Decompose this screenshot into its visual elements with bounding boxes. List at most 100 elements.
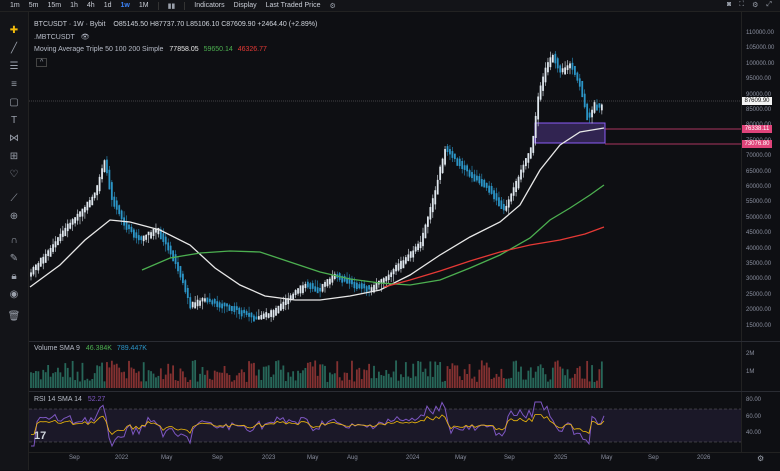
candle-body <box>525 158 527 167</box>
candle-body <box>529 147 532 159</box>
volume-bar <box>172 365 174 388</box>
candle-body <box>456 158 459 166</box>
settings-icon[interactable]: ⚙ <box>329 2 336 10</box>
timeframe-5m[interactable]: 5m <box>28 2 39 9</box>
candle-body <box>522 164 525 173</box>
candle-body <box>392 269 395 275</box>
timeframe-1d[interactable]: 1d <box>103 2 112 9</box>
volume-bar <box>84 380 86 388</box>
candle-body <box>304 283 307 289</box>
demand-zone[interactable] <box>534 122 606 144</box>
rectangle-icon[interactable]: ▢ <box>9 97 19 108</box>
candle-body <box>466 165 468 172</box>
volume-bar <box>255 375 258 388</box>
indicators-button[interactable]: Indicators <box>194 2 225 9</box>
fib-icon[interactable]: ≡ <box>11 79 17 90</box>
volume-bar <box>164 374 167 388</box>
candle-body <box>324 281 326 287</box>
candle-body <box>449 148 451 155</box>
measure-icon[interactable]: ⟋ <box>10 193 18 204</box>
candle-body <box>157 227 160 235</box>
candle-body <box>380 279 383 284</box>
volume-bar <box>248 361 250 388</box>
expand-icon[interactable]: ⤢ <box>766 1 772 8</box>
rsi-title: RSI 14 SMA 14 <box>34 396 82 403</box>
crosshair-icon[interactable]: ✚ <box>9 25 19 36</box>
timeframe-1M[interactable]: 1M <box>138 2 149 9</box>
collapse-legend-button[interactable]: ^ <box>36 58 48 67</box>
zoom-icon[interactable]: ⊕ <box>9 211 19 222</box>
volume-bar <box>346 372 348 388</box>
volume-bar <box>400 374 402 388</box>
candle-body <box>272 310 275 318</box>
candle-body <box>174 254 177 265</box>
timeframe-1w[interactable]: 1w <box>120 2 130 9</box>
lock-drawing-icon[interactable]: ✎ <box>9 253 19 264</box>
volume-bar <box>485 362 488 388</box>
volume-bar <box>235 375 238 388</box>
trendline-icon[interactable]: ╱ <box>10 43 18 54</box>
pattern-icon[interactable]: ⋈ <box>9 133 19 144</box>
candle-body <box>417 243 419 251</box>
candle-body <box>309 283 312 290</box>
volume-bar <box>35 371 37 388</box>
volume-bar <box>275 361 277 388</box>
eye-icon[interactable]: ◉ <box>9 289 19 300</box>
timeframe-15m[interactable]: 15m <box>47 2 62 9</box>
candle-body <box>451 151 454 158</box>
volume-bar <box>118 367 121 388</box>
magnet-icon[interactable]: ∩ <box>10 235 18 246</box>
chart-type-icon[interactable]: ▮▮ <box>167 2 176 10</box>
volume-bar <box>182 371 184 388</box>
pane-separator[interactable] <box>29 391 780 392</box>
volume-bar <box>461 379 464 388</box>
timeframe-1m[interactable]: 1m <box>10 2 20 9</box>
volume-bar <box>265 366 268 388</box>
horizontal-lines-icon[interactable]: ☰ <box>9 61 19 72</box>
volume-bar <box>91 378 94 388</box>
candle-body <box>402 260 405 269</box>
volume-bar <box>556 360 559 388</box>
volume-axis-2m: 2M <box>746 351 755 357</box>
trash-icon[interactable]: 🗑︎ <box>7 311 21 322</box>
settings-icon[interactable]: ⚙ <box>752 2 759 9</box>
eye-toggle-icon[interactable]: 👁︎ <box>80 34 90 41</box>
candle-body <box>177 262 179 272</box>
candle-body <box>422 232 424 247</box>
volume-bar <box>360 379 363 388</box>
x-axis-label: Sep <box>504 455 515 461</box>
candle-body <box>414 246 417 252</box>
heart-icon[interactable]: ♡ <box>9 169 19 180</box>
x-axis-label: 2026 <box>697 455 711 461</box>
timeframe-4h[interactable]: 4h <box>86 2 95 9</box>
candle-body <box>128 224 130 230</box>
candle-body <box>79 211 81 217</box>
volume-bar <box>586 360 589 388</box>
price-source-button[interactable]: Last Traded Price <box>265 2 321 9</box>
candle-body <box>120 210 123 220</box>
candle-body <box>86 201 89 211</box>
volume-bar <box>257 369 260 388</box>
candle-body <box>544 67 547 83</box>
price-scale[interactable] <box>741 12 780 452</box>
lock-icon[interactable]: 🔒︎ <box>11 271 17 282</box>
ruler-icon[interactable]: ⊞ <box>9 151 19 162</box>
settings-icon[interactable]: ⚙ <box>757 454 765 463</box>
fullscreen-icon[interactable]: ⛶ <box>739 1 745 8</box>
candle-body <box>194 302 197 309</box>
candle-body <box>441 158 444 174</box>
volume-bar <box>439 362 442 388</box>
candle-body <box>488 185 491 193</box>
candle-body <box>231 305 233 312</box>
volume-bar <box>329 372 331 388</box>
candle-body <box>355 282 358 290</box>
volume-bar <box>221 372 223 388</box>
timeframe-1h[interactable]: 1h <box>70 2 78 9</box>
volume-bar <box>600 361 603 388</box>
display-button[interactable]: Display <box>233 2 257 9</box>
time-axis[interactable] <box>29 452 780 471</box>
pane-separator[interactable] <box>29 341 780 342</box>
camera-icon[interactable]: ◙ <box>726 1 732 8</box>
text-icon[interactable]: T <box>10 115 18 126</box>
